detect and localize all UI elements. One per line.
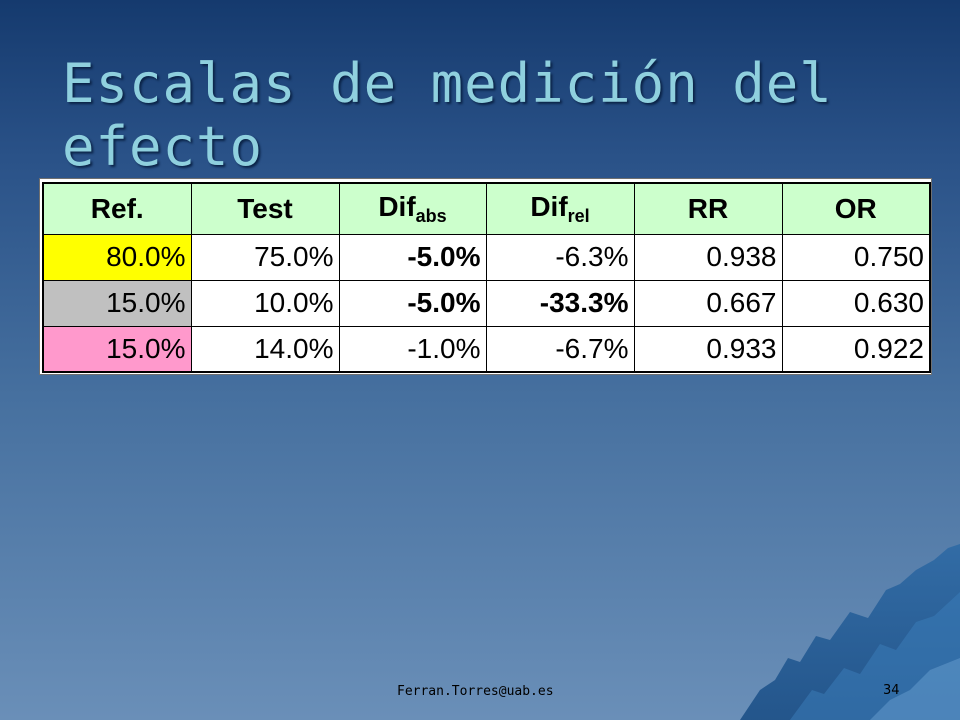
table-header-row: Ref. Test Difabs Difrel RR OR: [42, 182, 931, 235]
cell-dif-abs: -5.0%: [338, 279, 487, 327]
cell-dif-rel: -33.3%: [485, 279, 635, 327]
cell-or: 0.750: [781, 233, 931, 281]
cell-ref: 80.0%: [42, 233, 192, 281]
table-frame: Ref. Test Difabs Difrel RR OR 80.0% 75.0…: [39, 178, 932, 375]
page-number: 34: [883, 683, 900, 698]
header-or: OR: [781, 182, 931, 235]
cell-dif-rel: -6.3%: [485, 233, 635, 281]
cell-ref: 15.0%: [42, 325, 192, 373]
header-rr: RR: [633, 182, 783, 235]
cell-or: 0.922: [781, 325, 931, 373]
cell-dif-rel: -6.7%: [485, 325, 635, 373]
cell-test: 75.0%: [190, 233, 340, 281]
header-test: Test: [190, 182, 340, 235]
header-ref: Ref.: [42, 182, 192, 235]
table-row: 15.0% 10.0% -5.0% -33.3% 0.667 0.630: [42, 279, 931, 327]
cell-test: 10.0%: [190, 279, 340, 327]
header-dif-rel: Difrel: [485, 182, 635, 235]
cell-ref: 15.0%: [42, 279, 192, 327]
footer-email: Ferran.Torres@uab.es: [397, 684, 554, 699]
cell-rr: 0.938: [633, 233, 783, 281]
cell-test: 14.0%: [190, 325, 340, 373]
mountain-decoration: [740, 544, 960, 720]
cell-rr: 0.667: [633, 279, 783, 327]
cell-dif-abs: -1.0%: [338, 325, 487, 373]
cell-rr: 0.933: [633, 325, 783, 373]
slide-title: Escalas de medición del efecto: [62, 52, 833, 178]
header-dif-abs: Difabs: [338, 182, 487, 235]
effect-scales-table: Ref. Test Difabs Difrel RR OR 80.0% 75.0…: [42, 182, 931, 373]
table-row: 80.0% 75.0% -5.0% -6.3% 0.938 0.750: [42, 233, 931, 281]
table-row: 15.0% 14.0% -1.0% -6.7% 0.933 0.922: [42, 325, 931, 373]
cell-or: 0.630: [781, 279, 931, 327]
cell-dif-abs: -5.0%: [338, 233, 487, 281]
